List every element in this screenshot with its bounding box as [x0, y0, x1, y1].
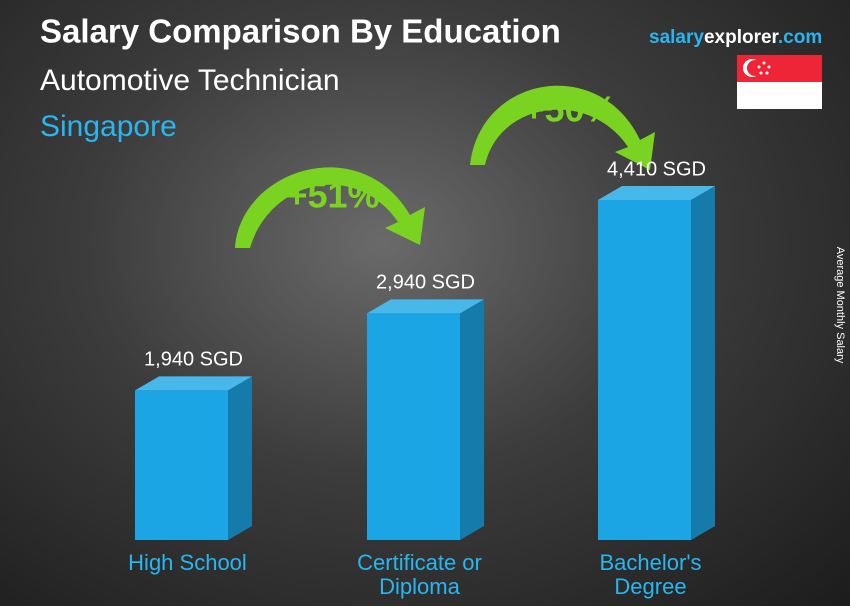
chart-subtitle: Automotive Technician [40, 64, 340, 97]
value-label: 2,940 SGD [376, 272, 475, 294]
y-axis-label: Average Monthly Salary [834, 247, 846, 364]
bar-top-light [135, 376, 252, 391]
annotation: +51% [286, 175, 379, 216]
bar-top-light [367, 299, 484, 314]
chart-title: Salary Comparison By Education [40, 13, 561, 50]
value-label: 1,940 SGD [144, 349, 243, 371]
bar-side [460, 299, 484, 540]
bar [598, 200, 691, 540]
bar-top [367, 299, 484, 314]
bar-top-light [598, 186, 715, 200]
bar-top [135, 376, 252, 391]
x-tick-label: High School [128, 550, 247, 575]
value-label: 4,410 SGD [607, 158, 706, 180]
brand-part: explorer [704, 27, 780, 48]
x-tick-label: Certificate or Diploma [357, 550, 482, 599]
brand: salaryexplorer.com [649, 27, 822, 48]
flag [737, 55, 822, 109]
bar-side [691, 186, 715, 540]
brand-part: salary [649, 27, 704, 48]
x-tick-label: Bachelor's Degree [599, 550, 702, 599]
location: Singapore [40, 110, 177, 143]
bar-side [228, 376, 252, 540]
bar [135, 390, 228, 540]
bar-side-shade [228, 376, 252, 540]
bar-side-shade [691, 186, 715, 540]
annotation: +50% [523, 89, 616, 130]
bar-side-shade [460, 299, 484, 540]
bar-top [598, 186, 715, 200]
bar [367, 313, 460, 540]
arrow [235, 85, 655, 248]
brand-part: .com [778, 27, 822, 48]
